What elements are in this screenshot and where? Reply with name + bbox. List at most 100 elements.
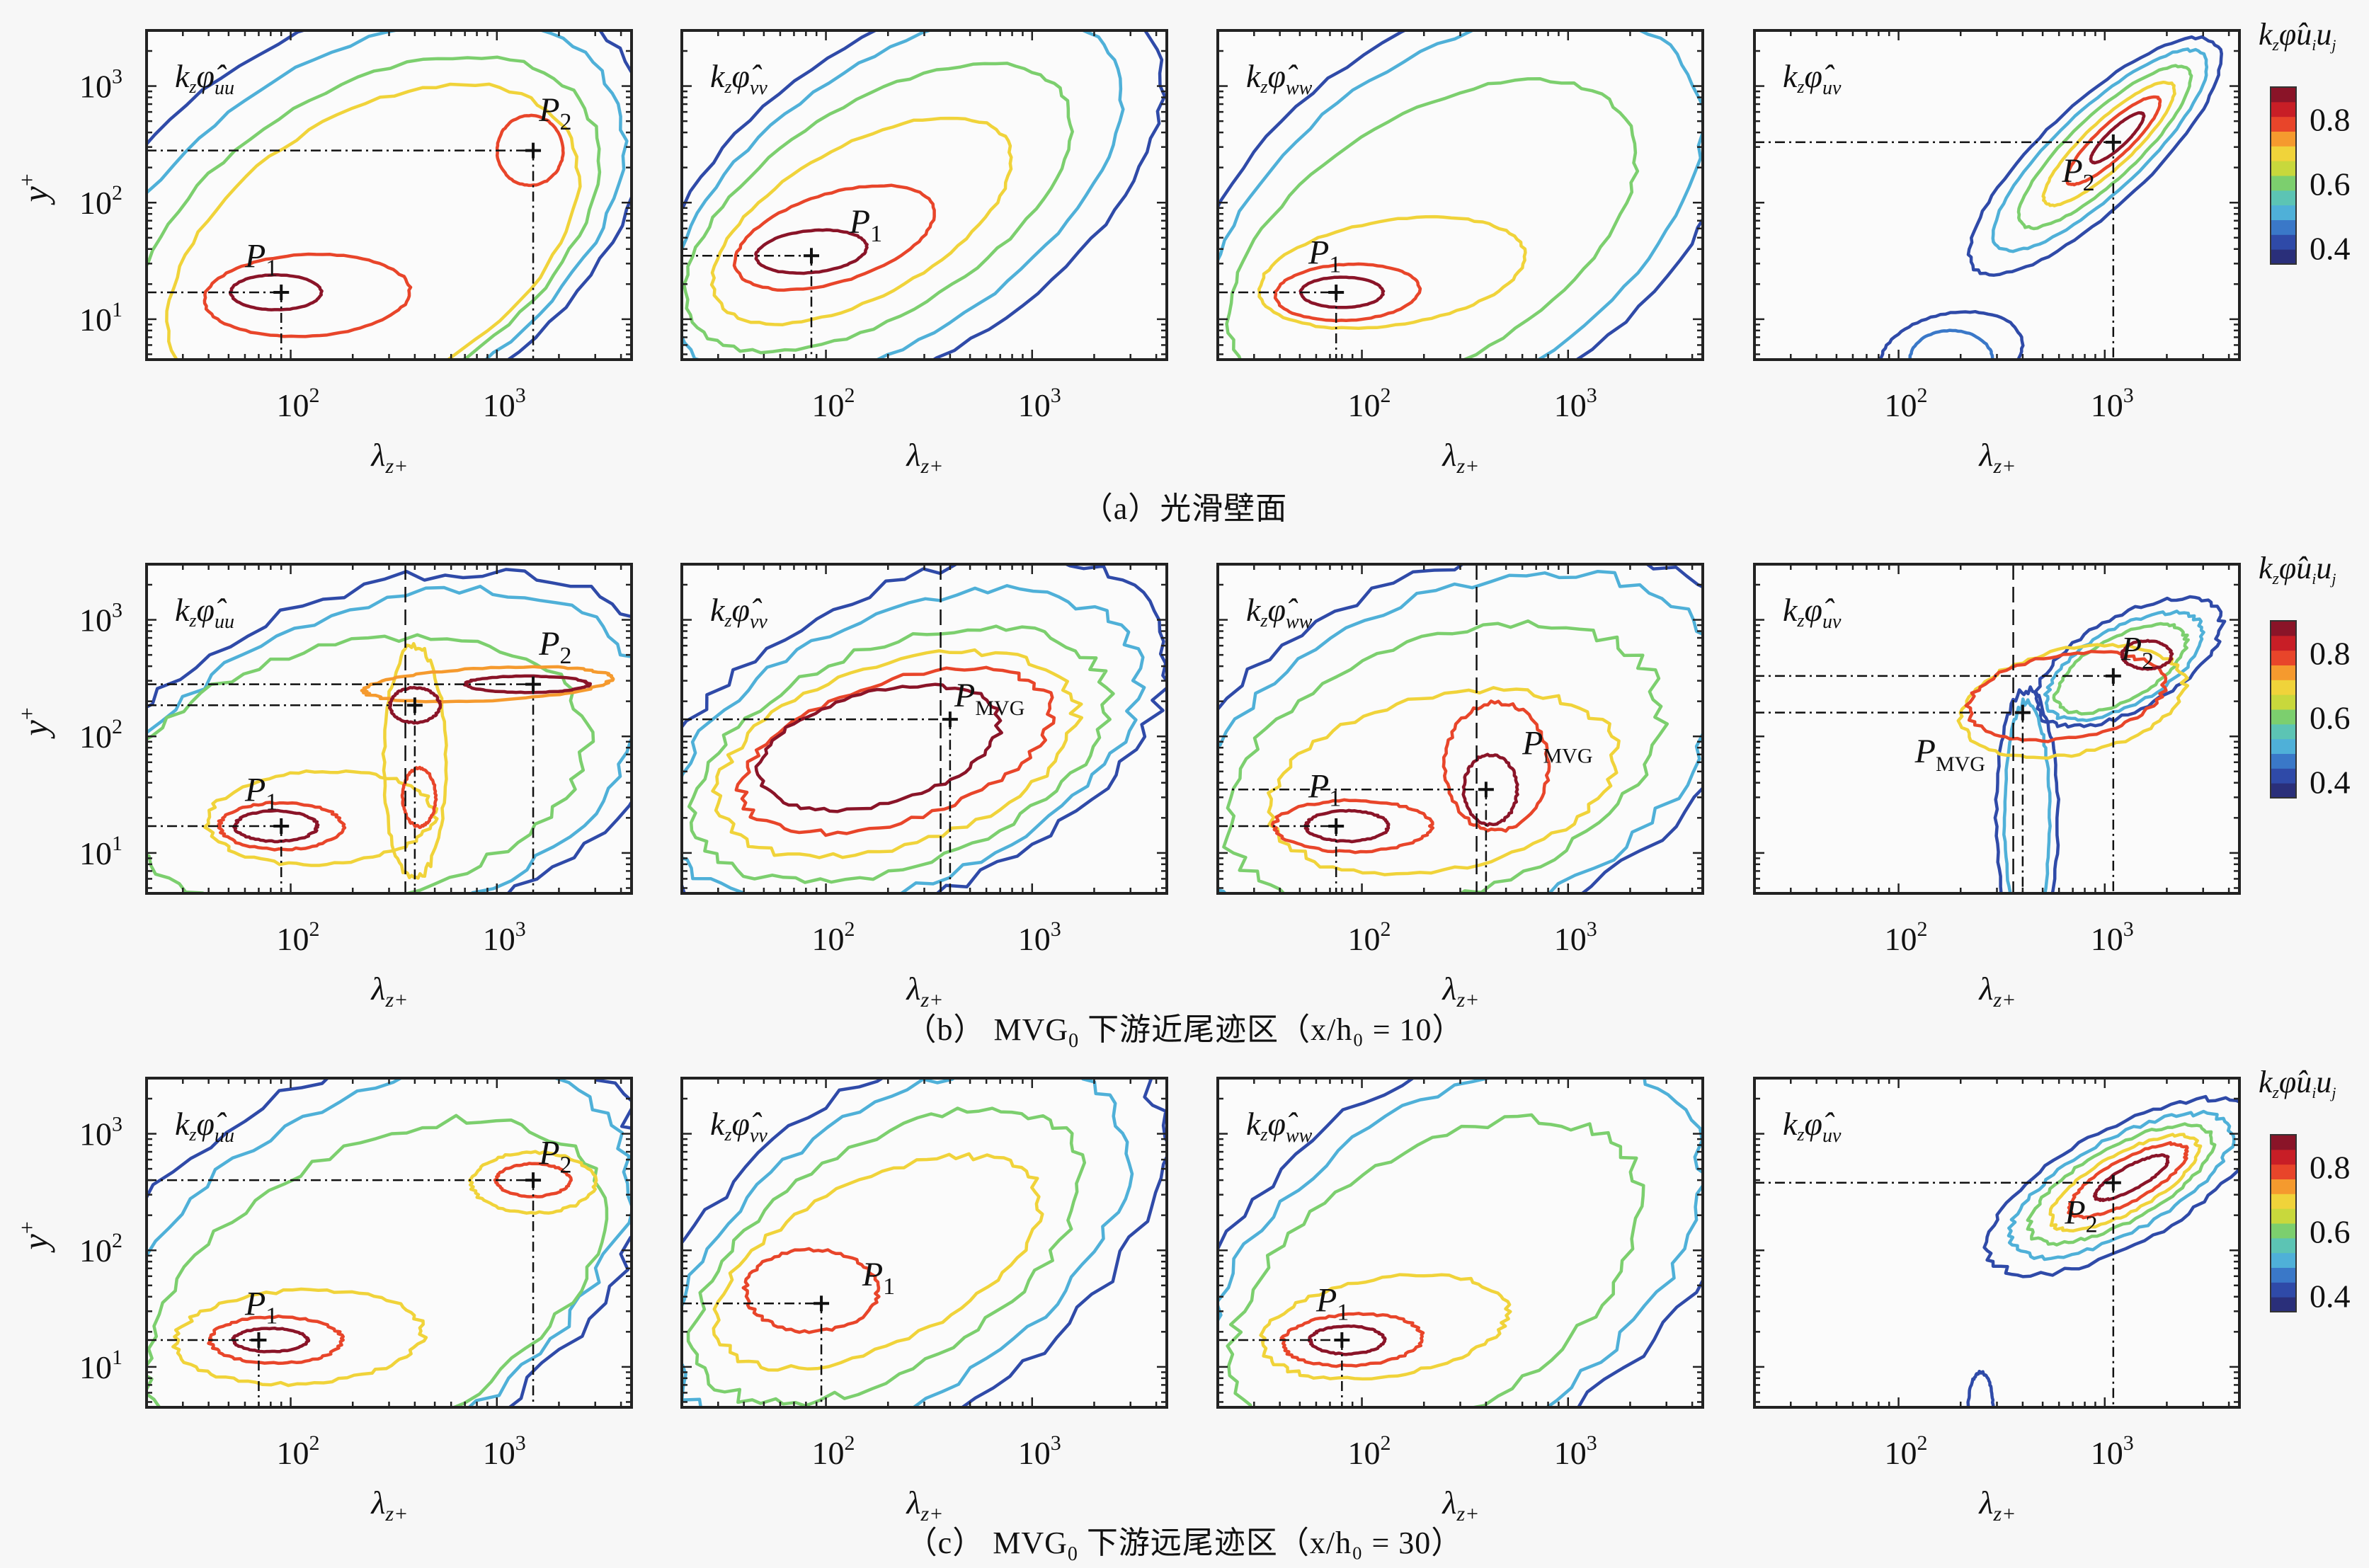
contour-level-0_5 [2043,610,2205,723]
x-axis-label-sub: z+ [1456,454,1479,478]
contour-level-0_6 [1225,77,1640,360]
colorbar-segment [2271,1223,2296,1239]
x-tick-exp: 3 [1587,917,1597,941]
contour-level-0_7 [202,769,439,867]
x-axis-label-sub: z+ [1992,454,2016,478]
x-tick-exp: 3 [1051,917,1061,941]
peak-label-sub: 2 [560,643,572,669]
caption-b: （b） MVG0 下游近尾迹区（x/h₀ = 10） [0,1004,2369,1053]
colorbar-segment [2271,1297,2296,1312]
contour-level-0_5 [147,30,629,360]
panel-label-sub: uu [215,1125,234,1147]
contour-level-0_4 [1993,685,2060,893]
peak-label-sub: 1 [266,1303,278,1329]
panel-label: kzφ̂uv [1783,1106,1842,1147]
panel-label-sub: uv [1822,1125,1842,1147]
plot-area [1218,1078,1703,1407]
contour-level-0_7 [709,116,1013,326]
contour-level-0_4 [682,1078,1167,1407]
contour-level-0_6 [1222,619,1669,893]
colorbar-title-u2: u [2316,551,2331,585]
caption-tail: 下游远尾迹区（x/h₀ = 30） [1078,1526,1463,1560]
y-tick-exp: 1 [112,1346,122,1369]
peak-label-sub: 2 [560,1152,572,1178]
contour-level-0_8 [202,252,413,338]
y-axis-label-sup: + [14,1221,40,1234]
peak-label-sub: 1 [883,1274,895,1300]
x-tick-exp: 2 [309,1431,320,1455]
contour-level-0_8 [741,1247,881,1334]
colorbar-title-u: u [2296,17,2312,52]
contour-level-0_88 [1308,1324,1387,1356]
y-tick-exp: 2 [112,181,122,205]
contour-level-0_5 [1218,1078,1703,1407]
contour-level-0_88 [2089,111,2146,165]
x-tick-label: 103 [483,384,526,423]
peak-label-sub: 2 [2086,1211,2098,1237]
contour-level-0_4 [682,564,1167,893]
contour-level-0_88 [2120,639,2174,671]
panel-label-z: z [1796,610,1804,631]
colorbar-tick-label: 0.4 [2310,764,2351,800]
contour-group [682,564,1167,893]
x-tick-label: 102 [1348,1431,1391,1471]
panel-label-k: k [1783,1106,1798,1142]
y-tick-label: 101 [79,298,122,338]
x-tick-exp: 2 [845,1431,855,1455]
panel-label-z: z [724,1124,731,1145]
colorbar-segment [2271,665,2296,680]
x-tick-label: 102 [1348,917,1391,957]
panel-label-k: k [710,592,726,628]
colorbar-segment [2271,176,2296,191]
x-tick-label: 102 [277,1431,320,1471]
colorbar-title-i: i [2312,1084,2316,1101]
peak-label-sub: 1 [266,789,278,815]
colorbar-segment [2271,723,2296,740]
panel-label-sub: uv [1822,611,1842,633]
contour-level-0_8 [1964,650,2168,743]
contour-level-0_8 [400,765,438,830]
x-tick-label: 103 [2091,917,2134,957]
x-tick-label: 102 [812,917,855,957]
colorbar-segment [2271,1237,2296,1254]
x-axis-label-sub: z+ [1992,1502,2016,1526]
panel-label-sub: vv [750,1125,767,1147]
caption-label: （b） [905,1012,986,1047]
colorbar-segment [2271,709,2296,725]
x-tick-label: 102 [277,917,320,957]
x-tick-exp: 3 [1587,384,1597,407]
colorbar-segment [2271,205,2296,220]
contour-level-0_7 [1956,643,2190,760]
panel-label-sub: ww [1286,77,1313,99]
colorbar-segment [2271,116,2296,132]
contour-level-0_7 [1259,1273,1512,1381]
x-tick-label: 102 [1885,917,1928,957]
colorbar-segment [2271,738,2296,754]
peak-label-sub: 2 [560,109,572,135]
colorbar-tick-label: 0.8 [2310,1149,2351,1185]
panel-label-z: z [188,76,196,97]
colorbar-title-u: u [2296,1065,2312,1099]
x-tick-label: 102 [812,1431,855,1471]
x-tick-exp: 2 [309,917,320,941]
x-tick-exp: 3 [2123,384,2134,407]
contour-level-0_5 [147,1078,632,1407]
x-tick-exp: 3 [515,384,526,407]
y-tick-label: 102 [79,181,122,221]
y-axis-label-sup: + [14,173,40,186]
colorbar-title: kzφ̂uiuj [2259,17,2336,55]
contour-level-0_5 [1991,47,2209,253]
colorbar-frame [2270,620,2297,799]
x-tick-label: 103 [1018,384,1061,423]
x-axis-label-sub: z+ [384,988,408,1012]
contour-level-0_88 [754,228,869,275]
colorbar-segment [2271,753,2296,769]
colorbar-title-u2: u [2316,1065,2331,1099]
colorbar-segment [2271,190,2296,206]
